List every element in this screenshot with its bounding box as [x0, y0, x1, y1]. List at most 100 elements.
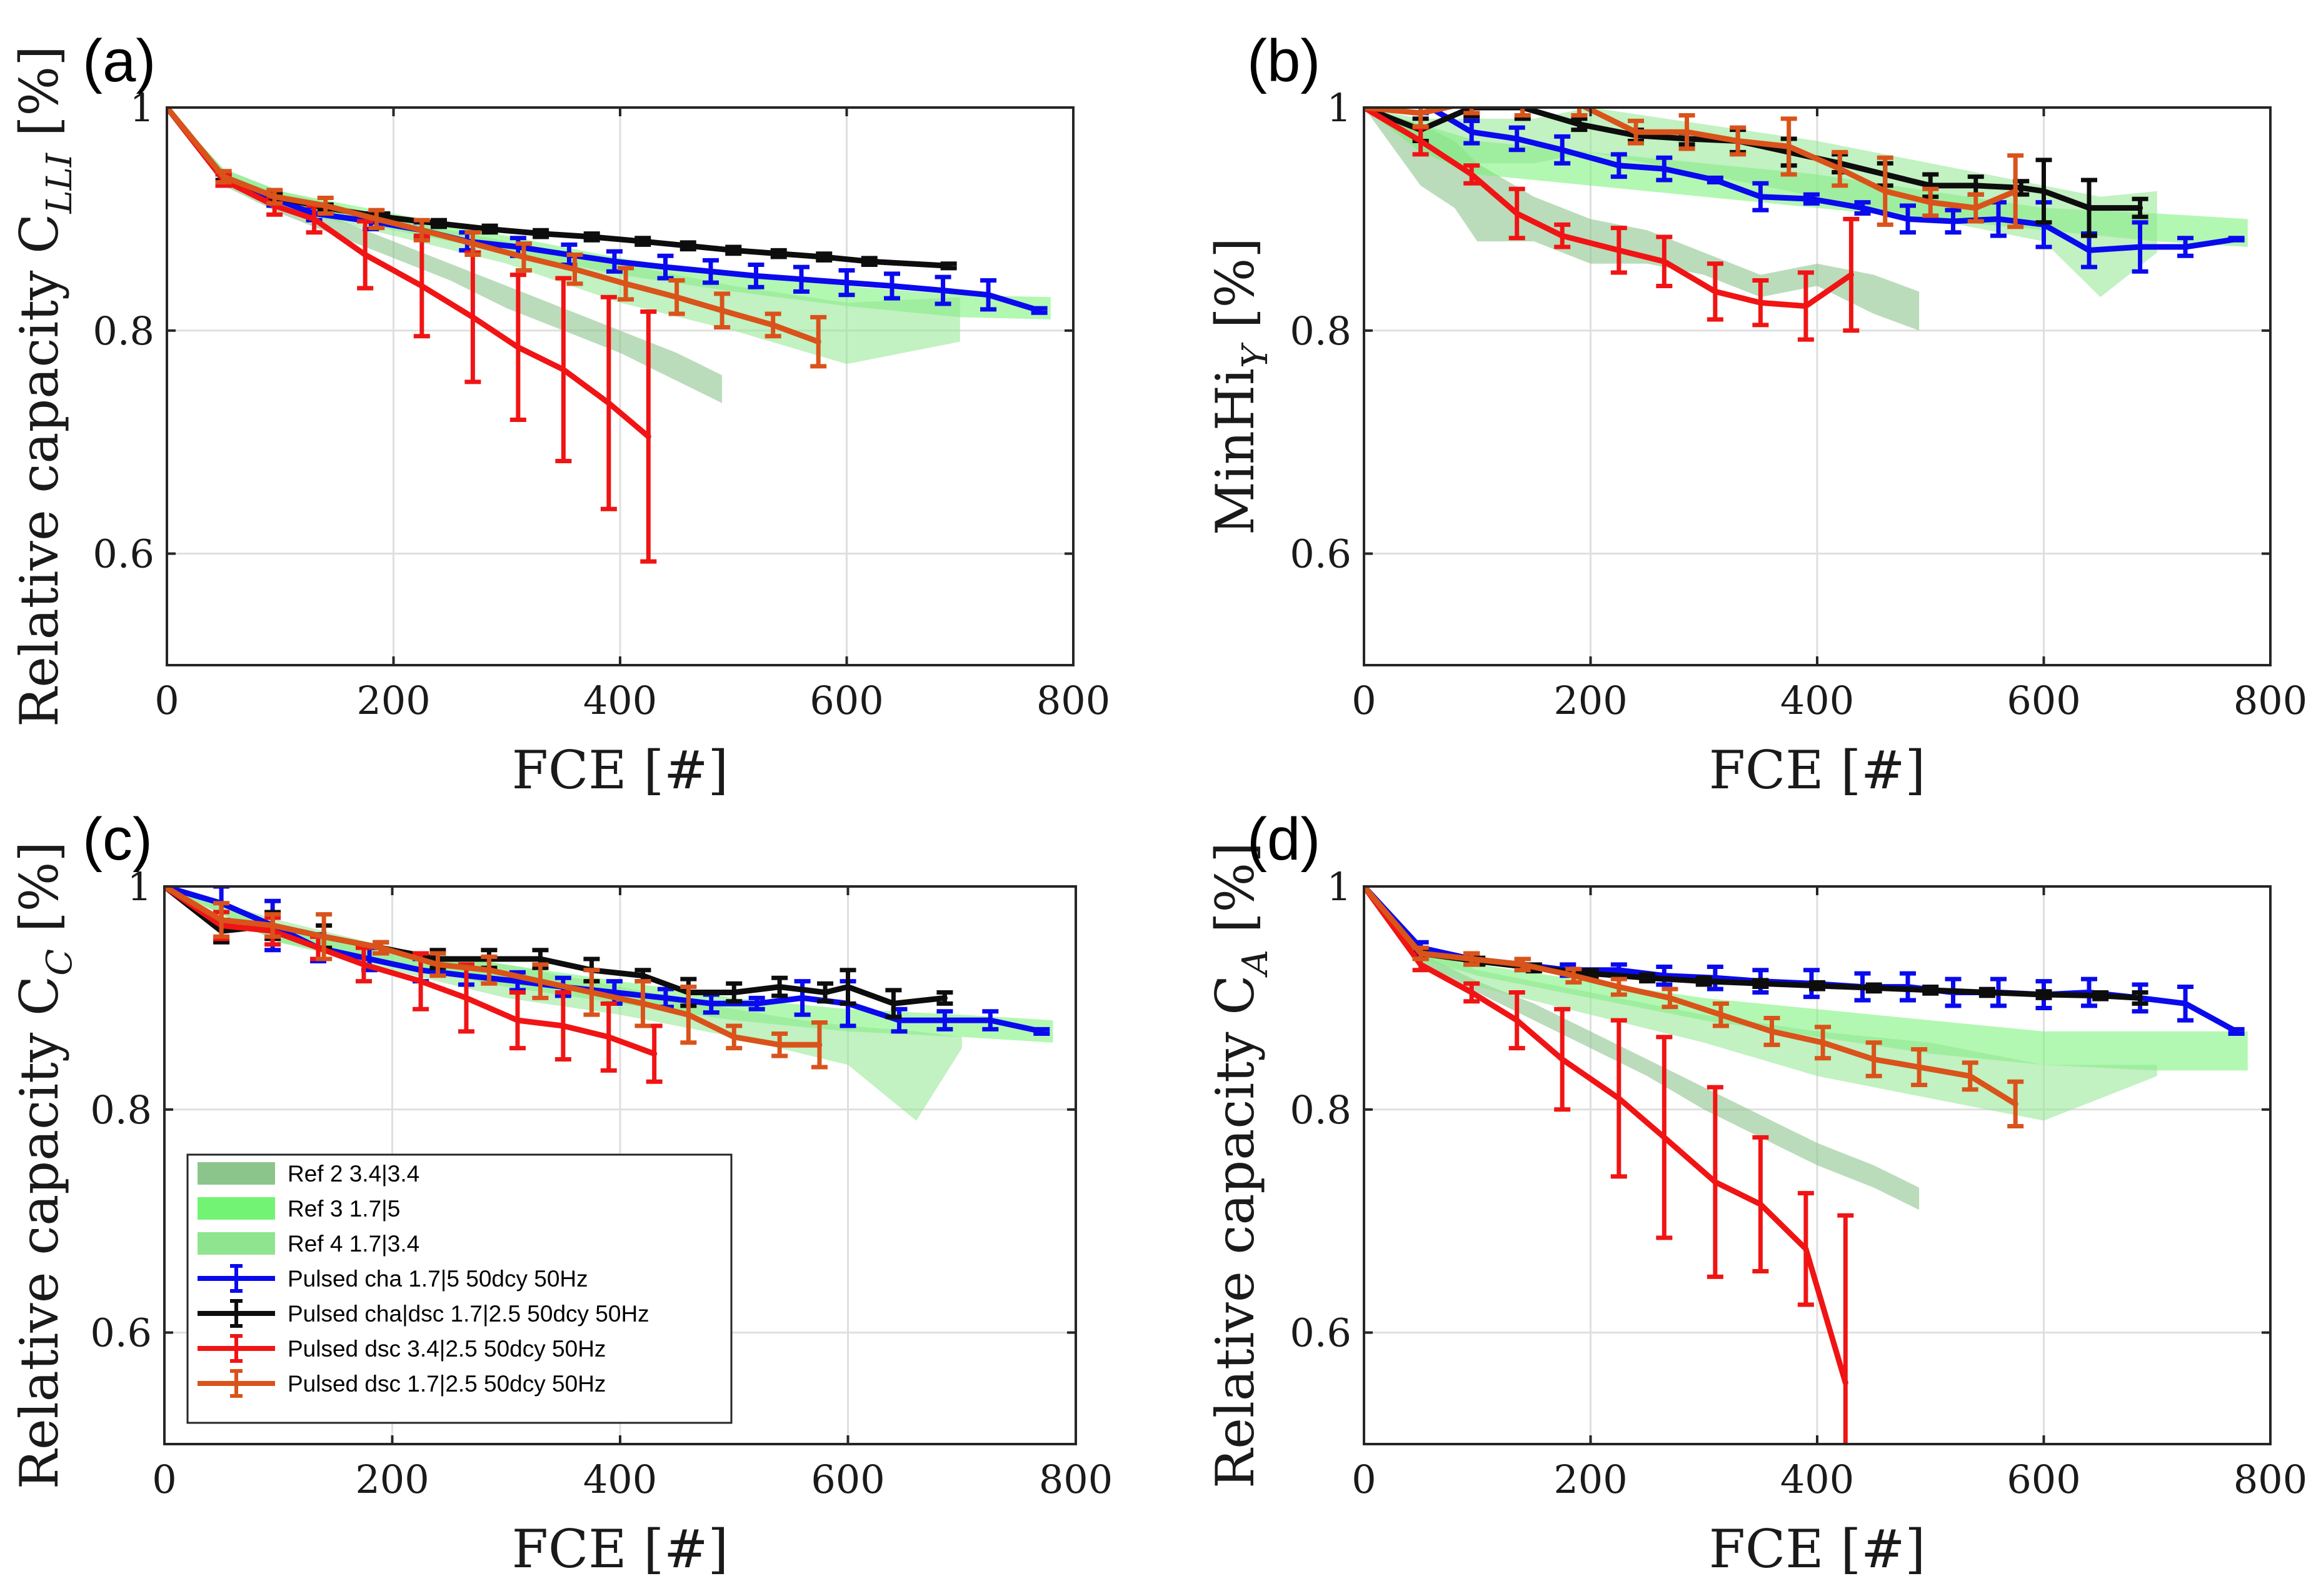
x-axis-label: FCE [#]	[512, 740, 729, 801]
error-bar	[2007, 153, 2024, 229]
error-bar	[1707, 964, 1723, 991]
panel-a: 0 200 400 600 800 0.6 0.8 1 FCE [#] Relative capa…	[9, 28, 1110, 801]
error-bar	[1707, 1085, 1723, 1279]
error-bar	[1514, 108, 1531, 118]
x-tick-label: 0	[152, 1457, 176, 1502]
error-bar	[668, 278, 685, 316]
error-bar	[1610, 226, 1627, 275]
legend-label: Pulsed cha|dsc 1.7|2.5 50dcy 50Hz	[288, 1301, 649, 1327]
legend-swatch	[198, 1162, 275, 1185]
series-line	[167, 108, 821, 345]
error-bar	[1554, 1006, 1571, 1112]
legend-label: Ref 3 1.7|5	[288, 1196, 400, 1222]
x-tick-label: 800	[1039, 1457, 1113, 1502]
error-bar	[1780, 116, 1797, 177]
series-line	[1364, 108, 2018, 211]
y-axis-label: Relative capacity CA [%]	[1205, 842, 1276, 1488]
error-bar	[532, 962, 549, 1000]
error-bar	[679, 240, 696, 252]
legend-label: Pulsed dsc 3.4|2.5 50dcy 50Hz	[288, 1336, 606, 1362]
error-bar	[714, 291, 731, 329]
x-tick-label: 400	[1780, 1457, 1854, 1502]
error-bar	[600, 294, 617, 511]
error-bar	[1803, 192, 1820, 206]
error-bar	[748, 263, 764, 289]
legend: Ref 2 3.4|3.4 Ref 3 1.7|5 Ref 4 1.7|3.4 Pul…	[186, 1153, 733, 1424]
error-bar	[885, 988, 902, 1020]
error-bar	[1854, 200, 1871, 216]
legend-item: Pulsed dsc 3.4|2.5 50dcy 50Hz	[198, 1334, 606, 1363]
error-bar	[725, 244, 742, 256]
error-bar	[1797, 270, 1814, 342]
legend-box	[186, 1153, 733, 1424]
error-bar	[634, 236, 651, 247]
x-tick-label: 0	[1351, 678, 1376, 723]
error-bar	[1815, 1025, 1832, 1061]
series-line	[1364, 886, 2018, 1107]
error-bar	[1922, 985, 1939, 996]
error-bar	[509, 990, 526, 1051]
y-tick-label: 0.6	[90, 1310, 152, 1356]
error-bar	[1514, 956, 1531, 973]
error-bar	[515, 241, 532, 273]
error-bar	[373, 940, 389, 956]
y-tick-label: 0.8	[90, 1087, 152, 1133]
error-bar	[481, 954, 498, 986]
error-bar	[811, 1020, 828, 1070]
error-bar	[1962, 1060, 1978, 1092]
error-bar	[771, 1031, 788, 1058]
x-tick-label: 400	[583, 678, 657, 723]
error-bar	[1865, 982, 1882, 994]
error-bar	[1656, 234, 1673, 288]
error-bar	[1610, 1018, 1627, 1179]
error-bar	[1662, 986, 1678, 1010]
x-tick-label: 0	[1351, 1457, 1376, 1502]
error-bar	[884, 271, 900, 301]
error-bar	[1730, 125, 1747, 157]
error-bar	[793, 264, 810, 294]
band-ref-4-1-7-3-4	[167, 108, 960, 364]
series-pulsed-dsc-1-7-2-5-50dcy-50hz	[1364, 108, 2024, 229]
error-bar	[1463, 118, 1480, 146]
error-bar	[509, 273, 526, 423]
y-tick-label: 1	[1327, 864, 1351, 910]
series-pulsed-dsc-1-7-2-5-50dcy-50hz	[1364, 886, 2024, 1129]
error-bar	[936, 990, 953, 1006]
x-tick-label: 600	[810, 678, 883, 723]
error-bar	[2228, 236, 2245, 243]
x-tick-label: 200	[356, 678, 430, 723]
error-bar	[429, 951, 446, 978]
error-bar	[533, 228, 549, 239]
error-bar	[640, 309, 657, 564]
error-bar	[368, 208, 385, 231]
error-bar	[2035, 989, 2052, 1000]
error-bar	[1865, 1040, 1882, 1078]
legend-label: Ref 2 3.4|3.4	[288, 1161, 419, 1187]
series-line	[164, 886, 823, 1048]
error-bar	[810, 314, 827, 369]
y-axis-label: Relative capacity CLLI [%]	[9, 46, 80, 727]
error-bar	[1900, 203, 1916, 235]
error-bar	[1877, 155, 1893, 227]
data-area	[164, 886, 1053, 1121]
error-bar	[1752, 978, 1769, 990]
legend-item: Ref 2 3.4|3.4	[198, 1161, 419, 1187]
error-bar	[481, 223, 498, 235]
panel-b: 0 200 400 600 800 0.6 0.8 1 FCE [#] MinHiY [%] (b)	[1205, 28, 2307, 801]
error-bar	[2092, 990, 2109, 1001]
y-tick-label: 1	[128, 864, 152, 910]
error-bar	[1832, 149, 1848, 188]
error-bar	[317, 196, 334, 216]
error-bar	[413, 218, 430, 243]
error-bar	[748, 995, 765, 1011]
legend-item: Ref 4 1.7|3.4	[198, 1231, 419, 1257]
legend-item: Pulsed cha|dsc 1.7|2.5 50dcy 50Hz	[198, 1299, 649, 1328]
legend-item: Pulsed dsc 1.7|2.5 50dcy 50Hz	[198, 1369, 606, 1398]
error-bar	[935, 274, 951, 306]
error-bar	[1752, 1135, 1769, 1273]
error-bar	[936, 1009, 953, 1031]
error-bar	[657, 253, 674, 281]
error-bar	[1463, 981, 1480, 1004]
legend-label: Ref 4 1.7|3.4	[288, 1231, 419, 1257]
